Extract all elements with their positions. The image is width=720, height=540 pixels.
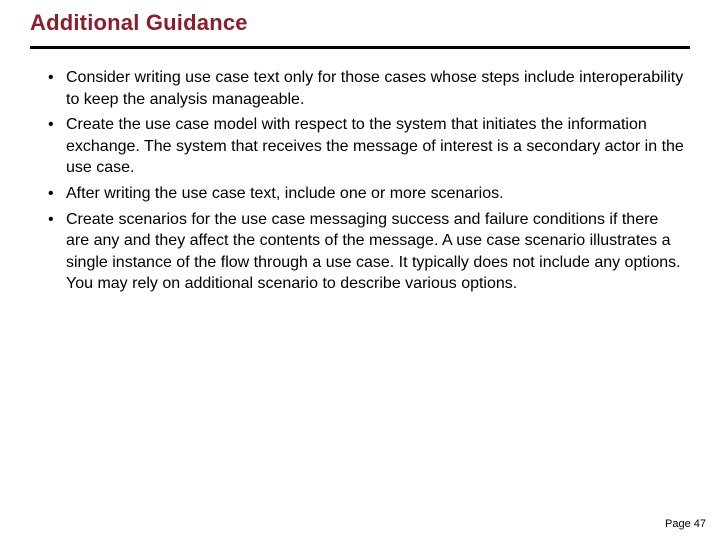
title-underline bbox=[30, 46, 690, 49]
list-item: After writing the use case text, include… bbox=[48, 183, 684, 205]
list-item: Consider writing use case text only for … bbox=[48, 67, 684, 110]
list-item: Create scenarios for the use case messag… bbox=[48, 209, 684, 295]
page-number: Page 47 bbox=[665, 518, 706, 530]
bullet-list: Consider writing use case text only for … bbox=[30, 67, 690, 295]
slide-title: Additional Guidance bbox=[30, 10, 690, 36]
slide: Additional Guidance Consider writing use… bbox=[0, 0, 720, 540]
list-item: Create the use case model with respect t… bbox=[48, 114, 684, 179]
